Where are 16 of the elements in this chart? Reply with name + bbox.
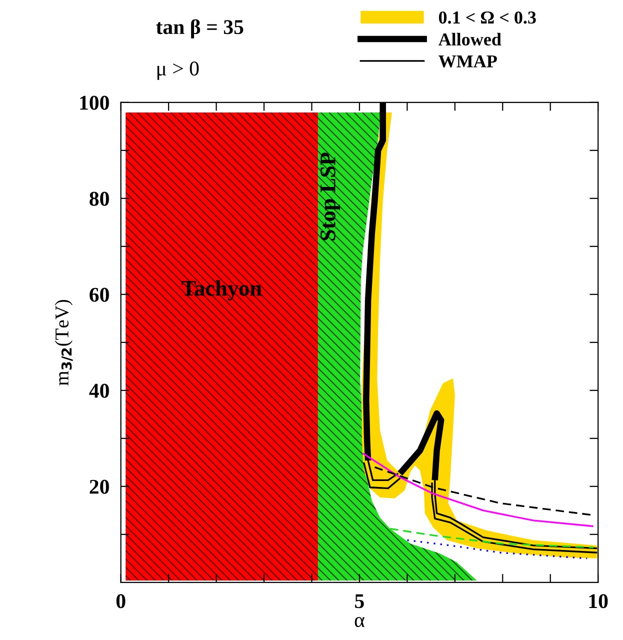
y-tick-label: 60 bbox=[90, 288, 109, 302]
x-axis-title: α bbox=[354, 617, 364, 628]
legend-label: Allowed bbox=[438, 32, 502, 46]
y-tick-label: 80 bbox=[90, 192, 109, 206]
x-tick-label: 5 bbox=[355, 594, 364, 608]
x-tick-label: 10 bbox=[589, 594, 608, 608]
y-tick-label: 20 bbox=[90, 480, 109, 494]
series-label: Stop LSP bbox=[320, 152, 340, 240]
y-tick-label: 100 bbox=[80, 96, 109, 110]
y-axis-title: m$_{3/2}$(TeV) bbox=[54, 300, 73, 386]
x-tick-label: 0 bbox=[116, 594, 126, 608]
legend-label: 0.1 < Ω < 0.3 bbox=[438, 11, 536, 24]
text: μ > 0 bbox=[157, 62, 199, 80]
legend-label: WMAP bbox=[438, 55, 497, 68]
text: tan β = 35 bbox=[156, 19, 244, 38]
y-tick-label: 40 bbox=[89, 384, 109, 398]
